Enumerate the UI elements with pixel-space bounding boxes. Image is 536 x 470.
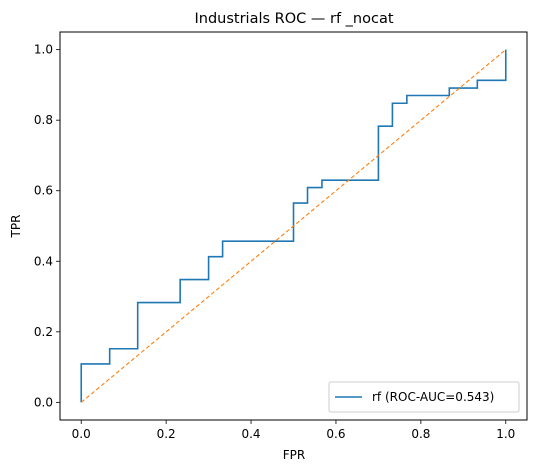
y-tick-label: 0.4	[34, 254, 53, 268]
roc-curve-line	[80, 49, 507, 403]
y-axis-label: TPR	[9, 215, 23, 239]
plot-area	[80, 49, 507, 403]
y-tick-label: 1.0	[34, 43, 53, 57]
x-tick-label: 0.2	[157, 427, 176, 441]
axis-ticks: 0.0 0.2 0.4 0.6 0.8 1.0 0.0 0.2 0.4 0.6 0.8 1.0	[34, 43, 515, 441]
y-tick-label: 0.0	[34, 395, 53, 409]
y-tick-label: 0.8	[34, 113, 53, 127]
legend-box	[328, 381, 520, 413]
x-tick-label: 0.0	[72, 427, 91, 441]
y-tick-label: 0.6	[34, 184, 53, 198]
legend: rf (ROC-AUC=0.543)	[328, 381, 520, 413]
x-tick-label: 0.4	[241, 427, 260, 441]
x-tick-label: 0.6	[326, 427, 345, 441]
chart-title: Industrials ROC — rf _nocat	[194, 11, 393, 27]
y-tick-label: 0.2	[34, 325, 53, 339]
x-tick-label: 0.8	[411, 427, 430, 441]
legend-label: rf (ROC-AUC=0.543)	[372, 390, 494, 404]
x-axis-label: FPR	[283, 448, 305, 462]
chance-diagonal-line	[80, 49, 507, 403]
x-tick-label: 1.0	[496, 427, 515, 441]
plot-frame	[59, 31, 528, 421]
